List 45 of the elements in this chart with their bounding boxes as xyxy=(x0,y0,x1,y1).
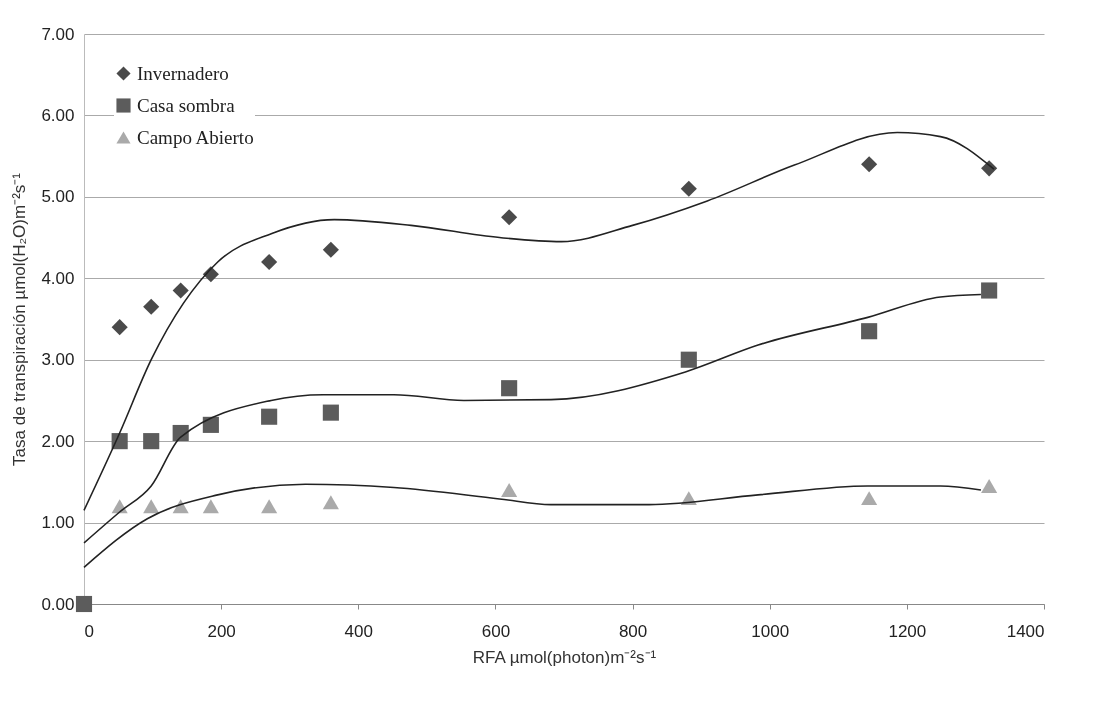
point xyxy=(501,209,518,226)
y-tick-label: 5.00 xyxy=(41,187,75,207)
y-tick-label: 4.00 xyxy=(41,268,75,288)
y-tick-label: 2.00 xyxy=(41,431,75,451)
point xyxy=(322,241,339,258)
point xyxy=(501,380,518,397)
point xyxy=(861,323,878,340)
x-tick-label: 0 xyxy=(84,621,94,641)
y-tick-label: 7.00 xyxy=(41,24,75,44)
legend-label: Invernadero xyxy=(137,62,229,84)
point xyxy=(202,499,219,514)
point xyxy=(322,404,339,421)
x-axis-title: RFA µmol(photon)m⁻²s⁻¹ xyxy=(472,647,657,667)
point xyxy=(202,416,219,433)
point xyxy=(111,319,128,336)
point xyxy=(861,156,878,173)
point xyxy=(981,282,998,299)
x-tick-label: 1400 xyxy=(1006,621,1045,641)
point xyxy=(680,180,697,197)
point xyxy=(143,433,160,450)
legend-label: Campo Abierto xyxy=(137,126,254,148)
x-tick-label: 1000 xyxy=(751,621,790,641)
point xyxy=(981,478,998,493)
x-tick-label: 400 xyxy=(344,621,373,641)
point xyxy=(143,499,160,514)
legend-label: Casa sombra xyxy=(137,94,236,116)
point xyxy=(261,408,278,425)
point xyxy=(143,298,160,315)
x-tick-label: 800 xyxy=(618,621,648,641)
point xyxy=(261,253,278,271)
point xyxy=(322,495,339,510)
y-tick-label: 3.00 xyxy=(41,350,75,370)
y-tick-label: 1.00 xyxy=(41,513,75,533)
point xyxy=(75,595,93,613)
point xyxy=(680,351,697,368)
point xyxy=(172,282,189,299)
x-tick-label: 200 xyxy=(207,621,236,641)
y-tick-label: 0.00 xyxy=(41,594,75,614)
x-tick-label: 1200 xyxy=(888,621,927,641)
y-tick-label: 6.00 xyxy=(41,105,75,125)
point xyxy=(501,483,518,497)
y-axis-title: Tasa de transpiración µmol(H₂O)m⁻²s⁻¹ xyxy=(10,172,30,466)
point xyxy=(861,491,878,506)
point xyxy=(261,499,278,514)
x-tick-label: 600 xyxy=(481,621,511,641)
